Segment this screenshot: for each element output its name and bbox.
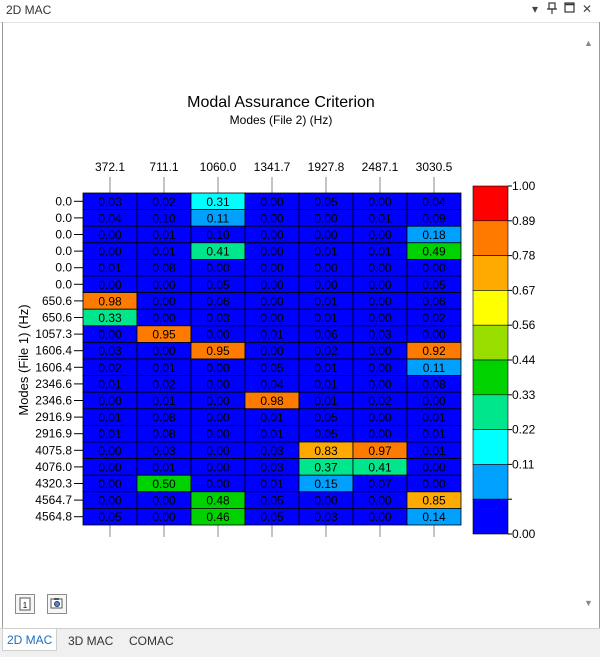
tab-comac[interactable]: COMAC: [129, 634, 174, 648]
restore-icon[interactable]: [562, 2, 576, 16]
chart-panel: [2, 22, 600, 628]
pin-icon[interactable]: [545, 2, 559, 17]
close-icon[interactable]: ✕: [581, 2, 593, 16]
scroll-down-arrow-icon[interactable]: ▼: [584, 598, 593, 608]
svg-text:1: 1: [23, 601, 28, 610]
tab-3d-mac[interactable]: 3D MAC: [68, 634, 114, 648]
window-title-bar: 2D MAC ▾ ✕: [0, 0, 600, 23]
capture-icon: [50, 598, 63, 609]
chevron-down-icon[interactable]: ▾: [531, 2, 539, 16]
window-title: 2D MAC: [6, 3, 52, 17]
page-one-button[interactable]: 1: [15, 594, 35, 614]
tab-bar: 2D MAC 3D MAC COMAC: [0, 628, 600, 657]
capture-button[interactable]: [47, 594, 67, 614]
scroll-up-arrow-icon[interactable]: ▲: [584, 38, 593, 48]
page-one-icon: 1: [19, 597, 31, 611]
tab-2d-mac[interactable]: 2D MAC: [2, 629, 58, 651]
